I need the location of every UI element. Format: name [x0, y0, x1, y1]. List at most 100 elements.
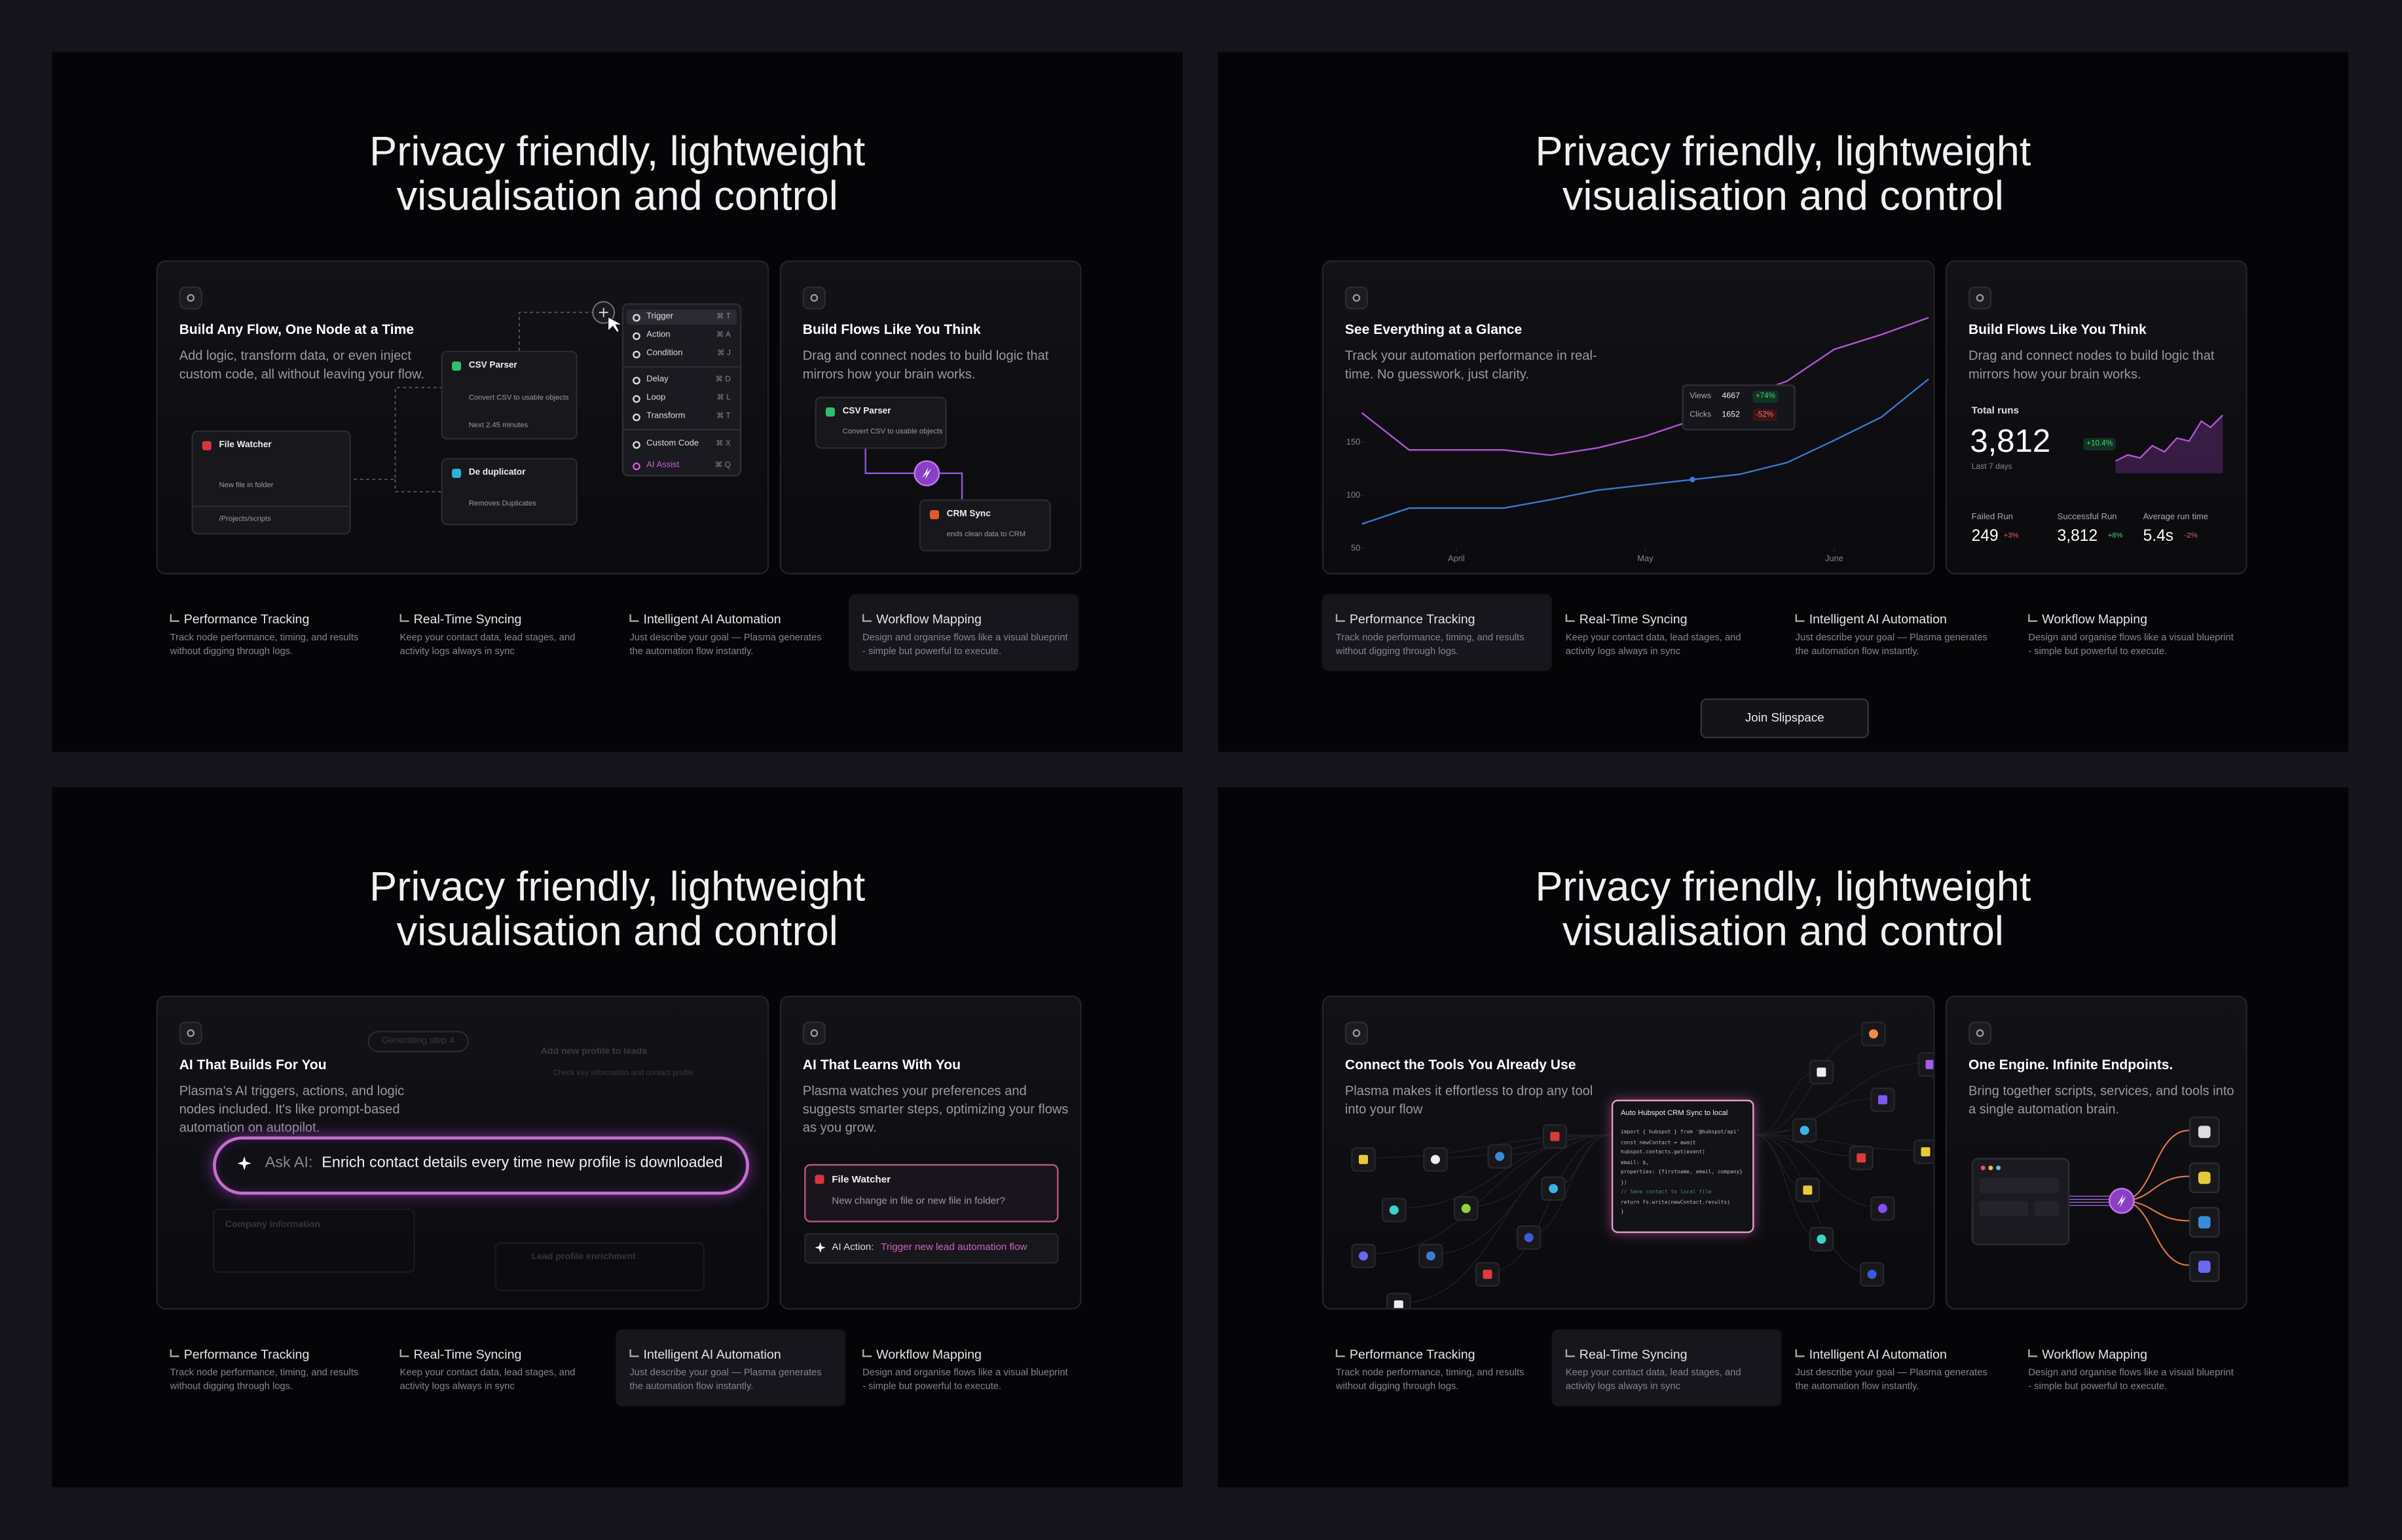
card-icon [802, 1021, 826, 1045]
feature-title: Workflow Mapping [2042, 611, 2148, 627]
menu-label: Trigger [646, 312, 674, 322]
node-title: File Watcher [219, 441, 272, 450]
sparkle [237, 1156, 251, 1171]
feature-icon [399, 1349, 409, 1357]
panel-title: Privacy friendly, lightweight visualisati… [52, 864, 1183, 955]
menu-item: Condition ⌘ J [627, 346, 737, 361]
menu-label: AI Assist [646, 461, 680, 471]
menu-label: Custom Code [646, 439, 699, 449]
sparkline [2115, 414, 2224, 462]
feature-description: Track node performance, timing, and resu… [170, 1367, 359, 1392]
tool-glyph [1925, 1059, 1934, 1069]
menu-item: Custom Code ⌘ X [627, 437, 737, 452]
plus [599, 308, 608, 318]
window-dot [1996, 1165, 2001, 1171]
total-label: Total runs [1971, 405, 2020, 417]
tool-glyph [1483, 1270, 1492, 1279]
node: File Watcher New change in file or new fi… [804, 1164, 1059, 1222]
menu-key: ⌘ T [716, 312, 731, 322]
period: Last 7 days [1971, 462, 2012, 472]
feature-description: Track node performance, timing, and resu… [170, 632, 359, 657]
menu-label: Transform [646, 412, 686, 422]
node-line: Next 2.45 minutes [468, 422, 528, 431]
connector [348, 386, 441, 481]
card: Connect the Tools You Already Use Plasma … [1321, 995, 1935, 1310]
node-icon [452, 361, 462, 371]
menu-label: Action [646, 331, 671, 340]
faded-step: Company information [225, 1220, 320, 1230]
feature: Workflow Mapping Design and organise flow… [2014, 595, 2244, 671]
feature-title: Performance Tracking [1349, 611, 1475, 627]
feature-icon [629, 614, 639, 622]
tool-glyph [1921, 1147, 1931, 1157]
decor [914, 460, 940, 486]
title-line: Privacy friendly, lightweight [369, 864, 866, 910]
feature-title: Workflow Mapping [876, 611, 982, 627]
faded-card [494, 1242, 705, 1292]
feature: Performance Tracking Track node performan… [157, 1330, 386, 1406]
node-title: CSV Parser [468, 361, 517, 371]
panel: Privacy friendly, lightweight visualisati… [1217, 787, 2349, 1488]
tool-icon [1795, 1177, 1820, 1203]
card-icon [1344, 1021, 1368, 1045]
menu-key: ⌘ L [716, 394, 731, 403]
window [1971, 1158, 2070, 1245]
node-icon [452, 468, 462, 478]
card-description: Drag and connect nodes to build logic th… [1968, 348, 2215, 382]
node-icon [815, 1175, 824, 1184]
card-description: Drag and connect nodes to build logic th… [802, 348, 1049, 382]
node-line: Convert CSV to usable objects [842, 429, 943, 437]
connector [394, 479, 441, 492]
endpoint-glyph [2198, 1260, 2211, 1273]
faded-step: Check key information and contact profil… [553, 1069, 694, 1078]
tool-glyph [1461, 1203, 1471, 1213]
card-title: AI That Builds For You [179, 1057, 327, 1072]
prompt-label: Ask AI: [265, 1154, 313, 1172]
menu-icon [633, 376, 640, 384]
title-line: visualisation and control [1562, 173, 2004, 219]
menu-item: Trigger ⌘ T [626, 309, 737, 325]
stat-change: -2% [2184, 533, 2198, 541]
feature: Intelligent AI Automation Just describe y… [1782, 1330, 2012, 1406]
menu: Trigger ⌘ T Action ⌘ A Condition ⌘ J Delay ⌘ D L… [621, 303, 742, 477]
feature-description: Keep your contact data, lead stages, and… [1565, 1367, 1741, 1392]
title-line: Privacy friendly, lightweight [1535, 128, 2031, 175]
connector [864, 445, 963, 500]
feature-icon [1565, 614, 1575, 622]
feature-title: Intelligent AI Automation [643, 611, 781, 627]
feature-description: Design and organise flows like a visual … [862, 632, 1068, 657]
connector [1361, 1134, 1612, 1255]
tool-icon [1913, 1139, 1934, 1164]
tool-glyph [1857, 1153, 1866, 1163]
feature: Performance Tracking Track node performan… [1322, 1330, 1552, 1406]
tool-glyph [1389, 1205, 1399, 1215]
feature-title: Workflow Mapping [2042, 1346, 2148, 1362]
tool-glyph [1358, 1251, 1368, 1261]
feature-icon [399, 614, 409, 622]
feature-title: Intelligent AI Automation [1809, 611, 1947, 627]
feature-icon [170, 1349, 179, 1357]
endpoint [2189, 1116, 2220, 1148]
code-title: Auto Hubspot CRM Sync to local [1620, 1110, 1728, 1118]
total-change: +10.4% [2083, 438, 2116, 450]
join-button[interactable]: Join Slipspace [1700, 698, 1869, 739]
connector [1464, 1134, 1612, 1208]
code-line: email: $, [1620, 1158, 1649, 1165]
feature-title: Intelligent AI Automation [643, 1346, 781, 1362]
sparkle [815, 1242, 826, 1253]
menu-key: ⌘ A [716, 331, 731, 340]
endpoint [2189, 1251, 2220, 1282]
card-description: Plasma watches your preferences and sugg… [802, 1082, 1069, 1135]
tool-icon [1487, 1144, 1512, 1169]
feature-title: Workflow Mapping [876, 1346, 982, 1362]
tool-icon [1418, 1243, 1443, 1268]
decor [864, 445, 963, 500]
tool-icon [1917, 1052, 1934, 1077]
window-block [2034, 1201, 2060, 1217]
card-title: Build Flows Like You Think [1968, 321, 2147, 337]
line [1361, 378, 1929, 525]
card: AI That Builds For You Plasma's AI trigge… [156, 995, 769, 1310]
endpoint-glyph [2198, 1216, 2211, 1229]
menu-label: Loop [646, 394, 666, 403]
y-tick-label: 100 [1346, 490, 1360, 500]
